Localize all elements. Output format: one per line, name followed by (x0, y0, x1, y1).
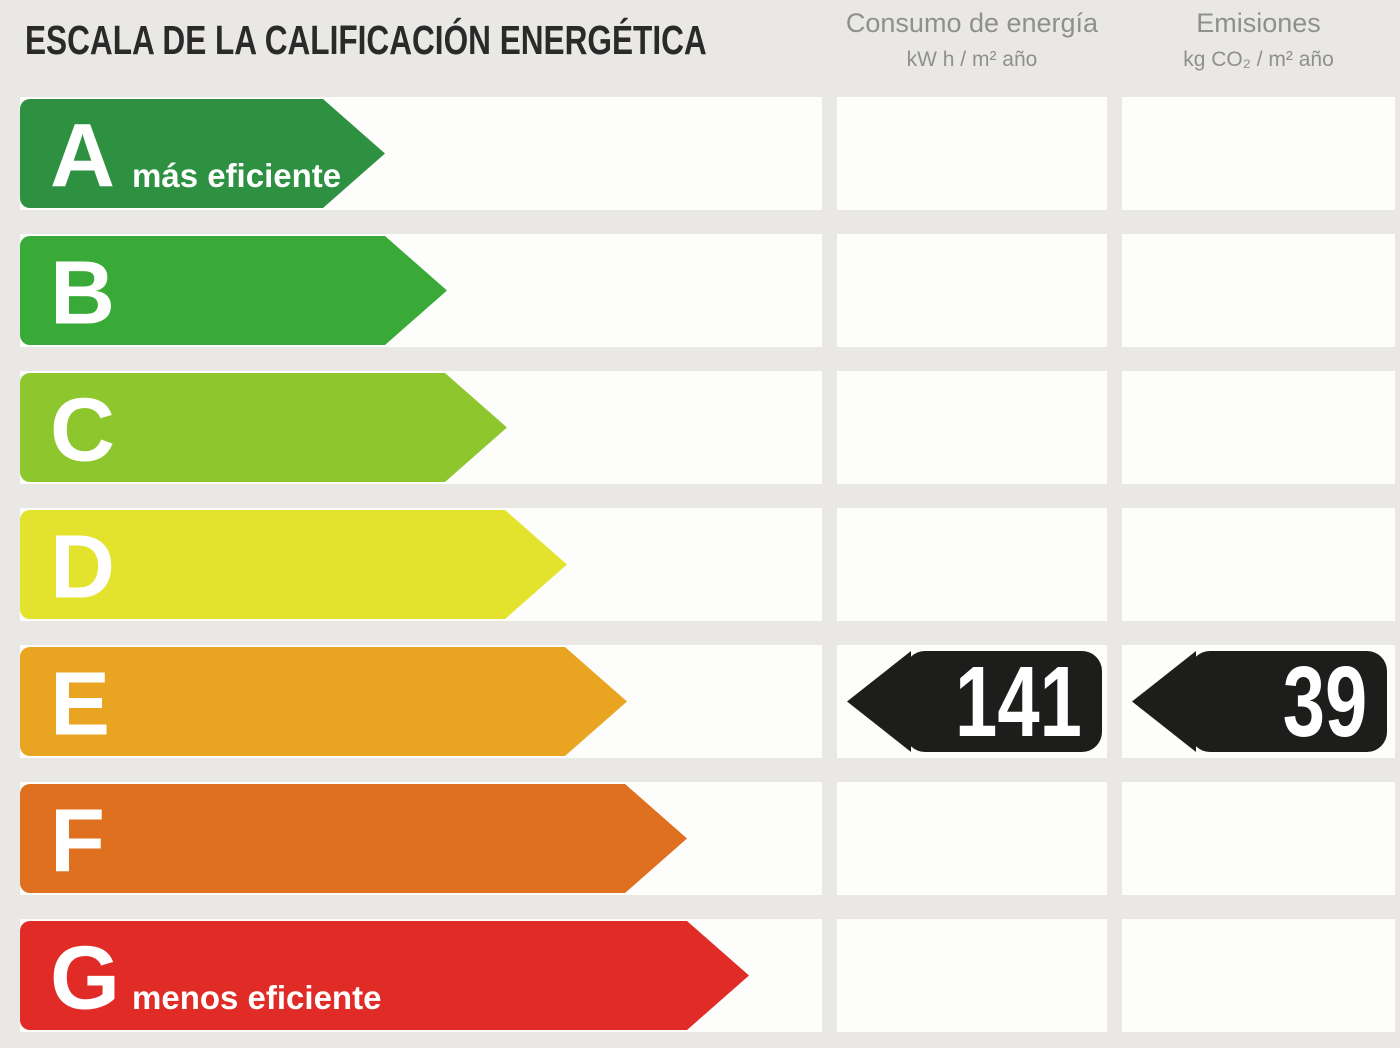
rating-letter: F (50, 791, 105, 892)
rating-arrow: D (20, 510, 567, 619)
rating-arrow-body (20, 236, 385, 345)
badge-value: 39 (1282, 645, 1367, 758)
rating-arrow-body (20, 647, 565, 756)
rating-arrow: A más eficiente (20, 99, 385, 208)
rating-arrow-tip-icon (445, 373, 507, 482)
emissions-cell (1122, 508, 1395, 621)
emissions-cell: 39 (1122, 645, 1395, 758)
scale-cell: C (20, 371, 822, 484)
consumption-cell (837, 97, 1107, 210)
rating-arrow-body (20, 921, 687, 1030)
rating-arrow-tip-icon (625, 784, 687, 893)
rating-arrow: B (20, 236, 447, 345)
consumption-cell (837, 782, 1107, 895)
rating-arrow: G menos eficiente (20, 921, 749, 1030)
consumption-cell (837, 508, 1107, 621)
badge-value: 141 (955, 645, 1082, 758)
emissions-cell (1122, 371, 1395, 484)
rating-letter: A (50, 106, 115, 207)
rating-arrow-tip-icon (687, 921, 749, 1030)
emissions-cell (1122, 234, 1395, 347)
efficiency-label: menos eficiente (132, 979, 382, 1016)
rating-row-g: G menos eficiente (0, 919, 1400, 1032)
badge-left-arrow-icon (847, 651, 911, 752)
emissions-cell (1122, 97, 1395, 210)
rating-row-e: E 141 39 (0, 645, 1400, 758)
rating-letter: C (50, 380, 115, 481)
scale-cell: F (20, 782, 822, 895)
emissions-column-header: Emisiones kg CO₂ / m² año (1122, 8, 1395, 72)
rating-arrow-tip-icon (385, 236, 447, 345)
rating-letter: E (50, 654, 111, 755)
emissions-value-badge: 39 (1132, 651, 1387, 752)
rating-letter: D (50, 517, 115, 618)
rating-arrow-body (20, 99, 323, 208)
efficiency-label: más eficiente (132, 157, 342, 194)
rating-arrow-body (20, 510, 505, 619)
consumption-cell (837, 234, 1107, 347)
scale-cell: G menos eficiente (20, 919, 822, 1032)
scale-cell: D (20, 508, 822, 621)
rating-letter: G (50, 928, 121, 1029)
consumption-cell (837, 371, 1107, 484)
consumption-cell (837, 919, 1107, 1032)
badge-left-arrow-icon (1132, 651, 1196, 752)
rating-row-f: F (0, 782, 1400, 895)
rating-row-d: D (0, 508, 1400, 621)
rating-letter: B (50, 243, 115, 344)
consumption-value-badge: 141 (847, 651, 1102, 752)
rating-arrow-tip-icon (505, 510, 567, 619)
page-title: ESCALA DE LA CALIFICACIÓN ENERGÉTICA (25, 17, 707, 63)
scale-cell: B (20, 234, 822, 347)
emissions-header-title: Emisiones (1196, 8, 1321, 38)
emissions-header-unit: kg CO₂ / m² año (1183, 48, 1334, 71)
rating-row-a: A más eficiente (0, 97, 1400, 210)
emissions-cell (1122, 919, 1395, 1032)
badge-body (1190, 651, 1387, 752)
rating-arrow-body (20, 784, 625, 893)
consumption-header-unit: kW h / m² año (906, 48, 1038, 71)
rating-row-b: B (0, 234, 1400, 347)
rating-row-c: C (0, 371, 1400, 484)
rating-arrow: F (20, 784, 687, 893)
badge-body (905, 651, 1102, 752)
consumption-cell: 141 (837, 645, 1107, 758)
consumption-header-title: Consumo de energía (845, 8, 1099, 38)
rating-arrow: E (20, 647, 627, 756)
rating-arrow-tip-icon (565, 647, 627, 756)
rating-arrow-body (20, 373, 445, 482)
emissions-cell (1122, 782, 1395, 895)
scale-cell: E (20, 645, 822, 758)
consumption-column-header: Consumo de energía kW h / m² año (837, 8, 1107, 72)
scale-cell: A más eficiente (20, 97, 822, 210)
rating-arrow: C (20, 373, 507, 482)
